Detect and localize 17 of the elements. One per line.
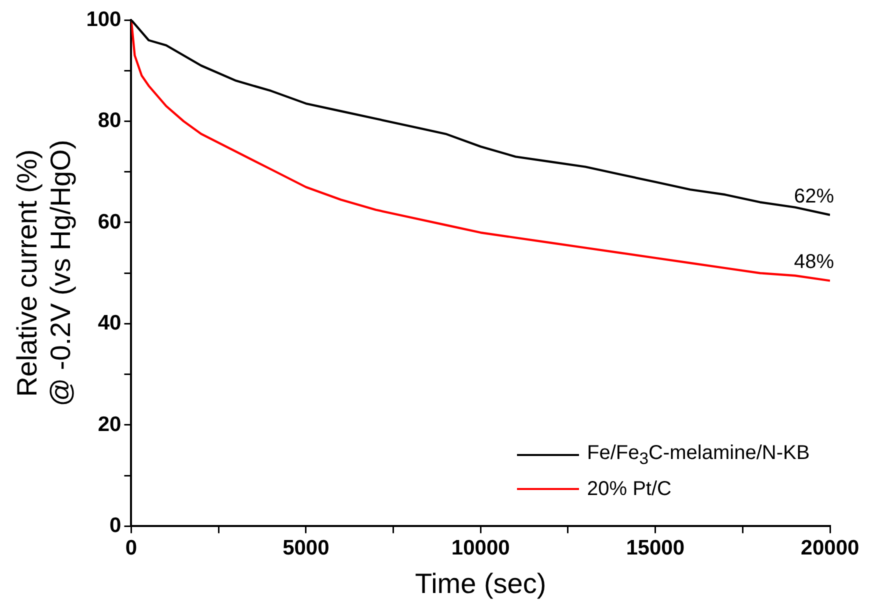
y-axis-title: Relative current (%) @ -0.2V (vs Hg/HgO) — [12, 140, 76, 406]
y-tick-label: 20 — [98, 412, 122, 436]
legend-label: Fe/Fe$_{3}$C-melamine/N-KB — [587, 442, 810, 469]
y-tick-label: 100 — [86, 8, 122, 31]
y-tick-label: 60 — [98, 210, 122, 234]
x-tick-label: 10000 — [451, 536, 510, 560]
x-tick-label: 5000 — [282, 536, 330, 560]
x-tick-label: 20000 — [800, 536, 860, 560]
x-axis-title: Time (sec) — [415, 568, 546, 599]
legend-label: 20% Pt/C — [587, 478, 672, 501]
x-tick-label: 15000 — [626, 536, 685, 560]
y-tick-label: 40 — [98, 312, 122, 335]
x-tick-label: 0 — [125, 536, 138, 560]
y-tick-label: 0 — [110, 514, 122, 537]
annotation: 62% — [794, 185, 834, 208]
annotation: 48% — [794, 251, 834, 274]
y-tick-label: 80 — [98, 109, 122, 132]
